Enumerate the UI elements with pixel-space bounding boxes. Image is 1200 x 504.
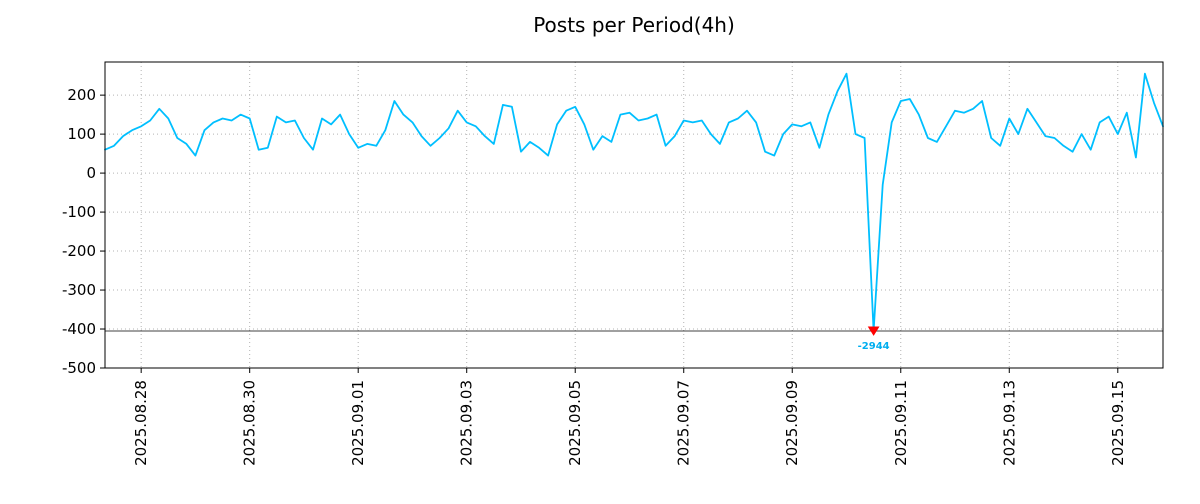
y-tick-label: -300 [62,281,96,299]
x-tick-label: 2025.09.09 [783,380,801,466]
min-value-annotation: -2944 [858,341,890,352]
x-tick-label: 2025.09.03 [458,380,476,466]
y-tick-label: -100 [62,203,96,221]
x-tick-label: 2025.09.01 [349,380,367,466]
y-tick-label: -500 [62,359,96,377]
chart-title: Posts per Period(4h) [533,13,735,37]
y-tick-label: 100 [67,125,96,143]
x-tick-label: 2025.09.05 [566,380,584,466]
plot-area: -500 -400 -300 -200 -100 0 100 200 2025.08.28 202… [62,61,1164,466]
x-tick-label: 2025.08.28 [132,380,150,466]
x-tick-label: 2025.09.15 [1109,380,1127,466]
y-tick-label: 0 [86,164,96,182]
posts-series-line [104,72,1164,332]
y-tick-label: -400 [62,320,96,338]
x-tick-label: 2025.09.07 [675,380,693,466]
x-tick-label: 2025.09.13 [1000,380,1018,466]
x-tick-label: 2025.09.11 [892,380,910,466]
y-tick-label: -200 [62,242,96,260]
min-value-marker [867,326,880,336]
plot-border [104,61,1164,369]
x-tick-label: 2025.08.30 [241,380,259,466]
y-tick-label: 200 [67,86,96,104]
